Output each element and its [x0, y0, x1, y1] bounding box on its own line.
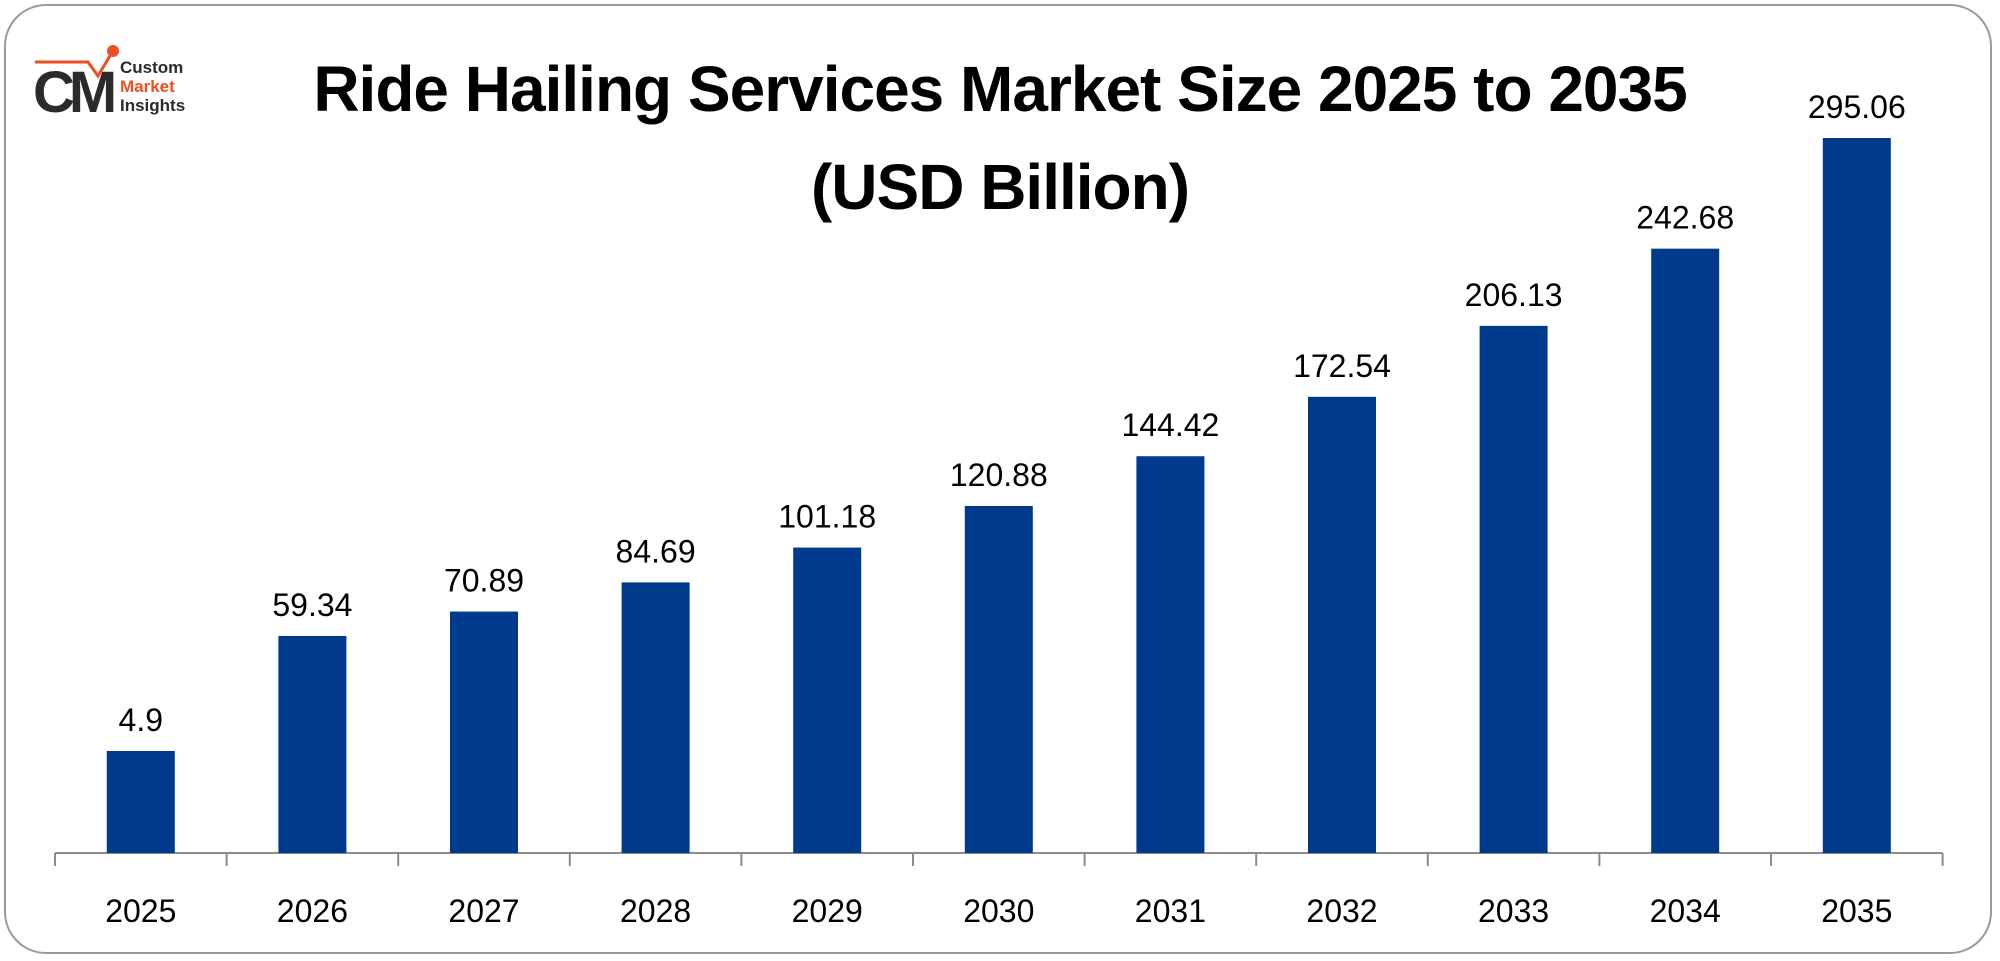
logo-line-insights: Insights	[120, 96, 186, 115]
bar-2027	[450, 611, 518, 853]
x-tick-label-2027: 2027	[448, 893, 519, 929]
chart-subtitle: (USD Billion)	[810, 151, 1190, 223]
x-tick-label-2030: 2030	[963, 893, 1034, 929]
bar-2035	[1822, 138, 1891, 853]
data-label-2031: 144.42	[1121, 407, 1219, 443]
bar-2025	[106, 750, 175, 853]
logo-line-market: Market	[120, 77, 175, 96]
custom-market-insights-logo: CM	[33, 40, 208, 125]
bar-2028	[621, 582, 690, 853]
bar-2034	[1651, 248, 1720, 853]
x-tick-label-2025: 2025	[105, 893, 176, 929]
chart-title: Ride Hailing Services Market Size 2025 t…	[313, 53, 1687, 125]
data-label-2035: 295.06	[1808, 89, 1906, 125]
x-tick-label-2026: 2026	[277, 893, 348, 929]
bar-2033	[1479, 325, 1548, 853]
data-label-2030: 120.88	[950, 457, 1048, 493]
bar-2032	[1308, 396, 1376, 853]
x-tick-label-2028: 2028	[620, 893, 691, 929]
logo-line-custom: Custom	[120, 58, 184, 77]
data-label-2025: 4.9	[119, 702, 163, 738]
logo-text: Custom Market Insights	[120, 58, 185, 115]
bar-2026	[278, 635, 347, 853]
bar-2029	[793, 547, 862, 853]
data-label-2029: 101.18	[778, 499, 876, 535]
x-tick-label-2034: 2034	[1650, 893, 1721, 929]
x-tick-label-2031: 2031	[1135, 893, 1206, 929]
chart-frame	[4, 4, 1992, 954]
data-label-2028: 84.69	[616, 533, 696, 569]
svg-text:CM: CM	[33, 60, 114, 120]
x-tick-label-2029: 2029	[792, 893, 863, 929]
bar-2031	[1136, 456, 1205, 853]
data-label-2033: 206.13	[1465, 277, 1563, 313]
cmi-logo-icon: CM	[33, 45, 120, 125]
x-tick-label-2033: 2033	[1478, 893, 1549, 929]
data-label-2032: 172.54	[1293, 348, 1391, 384]
x-tick-label-2035: 2035	[1821, 893, 1892, 929]
bar-2030	[964, 505, 1033, 853]
data-label-2026: 59.34	[272, 587, 352, 623]
x-tick-label-2032: 2032	[1306, 893, 1377, 929]
data-label-2027: 70.89	[444, 563, 524, 599]
data-label-2034: 242.68	[1636, 200, 1734, 236]
